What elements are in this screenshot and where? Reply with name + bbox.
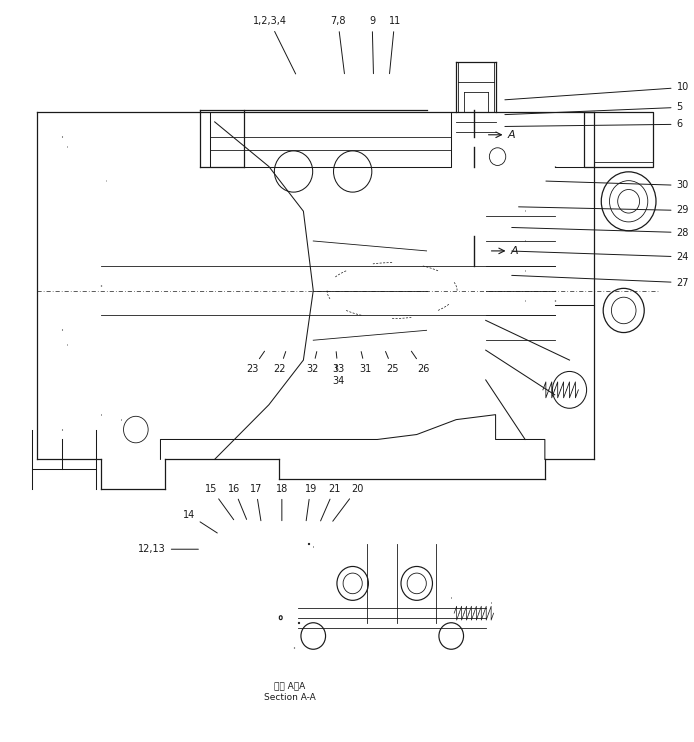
Text: A: A — [510, 246, 518, 256]
Text: 31: 31 — [359, 352, 371, 374]
Text: 15: 15 — [205, 484, 234, 519]
Text: 11: 11 — [389, 16, 401, 73]
Text: A: A — [507, 130, 515, 139]
Text: Section A-A: Section A-A — [264, 693, 316, 702]
Text: 6: 6 — [505, 119, 683, 129]
Text: 1,2,3,4: 1,2,3,4 — [253, 16, 296, 74]
Text: 21: 21 — [321, 484, 341, 521]
Text: 30: 30 — [546, 180, 688, 191]
Text: 24: 24 — [511, 251, 689, 262]
Text: 19: 19 — [305, 484, 316, 521]
Text: 14: 14 — [183, 510, 217, 533]
Text: 10: 10 — [505, 82, 688, 99]
Text: 27: 27 — [511, 275, 689, 288]
Text: 25: 25 — [385, 352, 399, 374]
Text: 12,13: 12,13 — [138, 544, 198, 554]
Text: 17: 17 — [250, 484, 262, 521]
Text: 22: 22 — [273, 352, 286, 374]
Text: 20: 20 — [332, 484, 363, 521]
Text: 18: 18 — [276, 484, 288, 521]
Text: 34: 34 — [332, 365, 344, 386]
Text: 23: 23 — [246, 351, 264, 374]
Text: 5: 5 — [505, 102, 683, 114]
Bar — [584, 112, 653, 166]
Text: 29: 29 — [518, 206, 689, 215]
Text: 33: 33 — [332, 352, 344, 374]
Bar — [594, 112, 653, 162]
Text: 28: 28 — [511, 228, 689, 237]
Text: 9: 9 — [369, 16, 375, 73]
Text: 7,8: 7,8 — [330, 16, 346, 73]
Text: 断面 A－A: 断面 A－A — [274, 682, 305, 691]
Text: 16: 16 — [228, 484, 246, 519]
Text: 26: 26 — [412, 351, 430, 374]
Text: 32: 32 — [307, 352, 319, 374]
